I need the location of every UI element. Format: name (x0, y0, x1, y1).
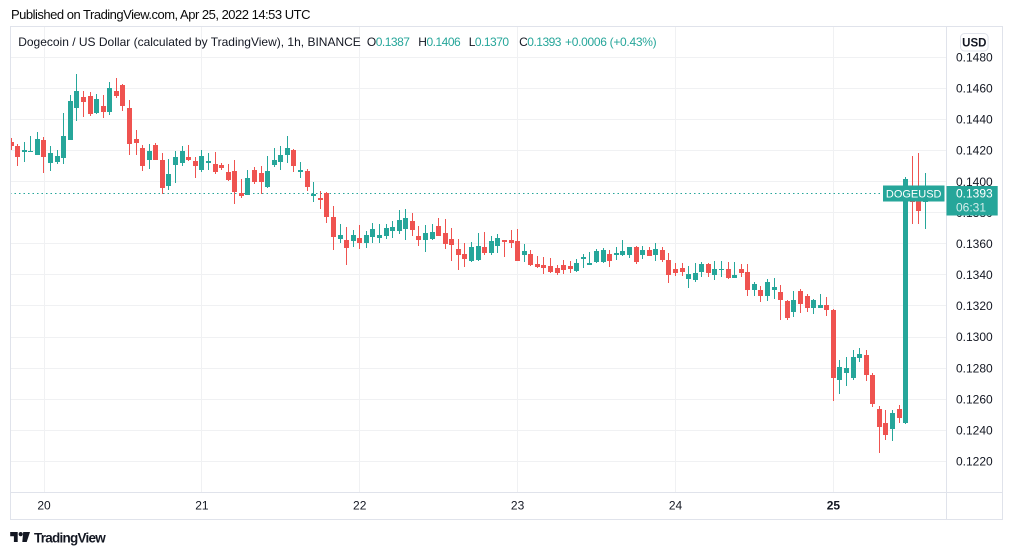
svg-text:0.1420: 0.1420 (956, 144, 993, 158)
svg-text:21: 21 (195, 499, 209, 513)
svg-text:25: 25 (827, 499, 841, 513)
svg-text:0.1280: 0.1280 (956, 361, 993, 375)
svg-text:Dogecoin / US Dollar (calculat: Dogecoin / US Dollar (calculated by Trad… (18, 35, 361, 49)
svg-text:0.1220: 0.1220 (956, 455, 993, 469)
svg-text:06:31: 06:31 (956, 201, 986, 215)
svg-text:H0.1406: H0.1406 (418, 35, 461, 49)
svg-text:0.1360: 0.1360 (956, 237, 993, 251)
svg-text:C0.1393: C0.1393 (519, 35, 562, 49)
svg-text:+0.0006 (+0.43%): +0.0006 (+0.43%) (565, 35, 657, 49)
svg-text:USD: USD (962, 38, 986, 50)
svg-text:0.1393: 0.1393 (956, 187, 993, 201)
svg-text:0.1440: 0.1440 (956, 113, 993, 127)
svg-text:22: 22 (353, 499, 367, 513)
svg-text:0.1300: 0.1300 (956, 330, 993, 344)
svg-text:0.1340: 0.1340 (956, 268, 993, 282)
svg-text:L0.1370: L0.1370 (469, 35, 510, 49)
svg-text:23: 23 (511, 499, 525, 513)
svg-text:0.1460: 0.1460 (956, 82, 993, 96)
svg-text:24: 24 (669, 499, 683, 513)
svg-text:O0.1387: O0.1387 (367, 35, 410, 49)
svg-text:DOGEUSD: DOGEUSD (886, 188, 942, 200)
svg-text:0.1260: 0.1260 (956, 392, 993, 406)
svg-text:0.1480: 0.1480 (956, 51, 993, 65)
svg-text:0.1400: 0.1400 (956, 175, 993, 189)
svg-text:Published on TradingView.com,: Published on TradingView.com, Apr 25, 20… (11, 7, 310, 22)
svg-text:0.1240: 0.1240 (956, 424, 993, 438)
svg-text:TradingView: TradingView (34, 530, 106, 545)
svg-text:0.1320: 0.1320 (956, 299, 993, 313)
svg-text:20: 20 (37, 499, 51, 513)
